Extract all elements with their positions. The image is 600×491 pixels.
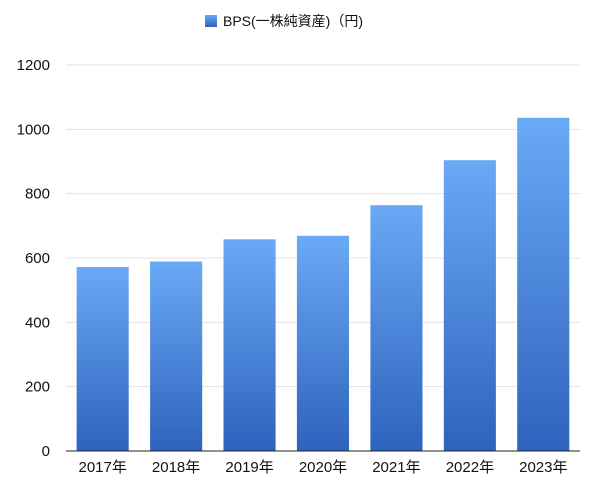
y-tick-label: 600 bbox=[25, 250, 50, 267]
bar-2017年 bbox=[76, 267, 129, 451]
bar-2023年 bbox=[517, 117, 570, 452]
x-tick-label: 2021年 bbox=[372, 459, 420, 476]
x-tick-label: 2018年 bbox=[152, 459, 200, 476]
bars bbox=[76, 117, 570, 452]
bar-2022年 bbox=[443, 160, 496, 451]
y-axis-ticks: 0 200 400 600 800 1000 1200 bbox=[17, 57, 50, 460]
x-tick-label: 2017年 bbox=[79, 459, 127, 476]
y-tick-label: 1200 bbox=[17, 57, 50, 74]
x-axis-ticks: 2017年 2018年 2019年 2020年 2021年 2022年 2023年 bbox=[79, 459, 568, 476]
bar-2019年 bbox=[223, 239, 276, 451]
bar-2018年 bbox=[150, 261, 203, 451]
y-tick-label: 400 bbox=[25, 314, 50, 331]
legend: BPS(一株純資産)（円) bbox=[205, 13, 363, 29]
x-tick-label: 2022年 bbox=[446, 459, 494, 476]
bar-2021年 bbox=[370, 205, 423, 451]
x-tick-label: 2020年 bbox=[299, 459, 347, 476]
legend-label: BPS(一株純資産)（円) bbox=[223, 13, 363, 29]
y-tick-label: 800 bbox=[25, 186, 50, 203]
x-tick-label: 2023年 bbox=[519, 459, 567, 476]
bar-2020年 bbox=[296, 235, 349, 451]
y-tick-label: 1000 bbox=[17, 121, 50, 138]
legend-swatch bbox=[205, 15, 217, 27]
y-tick-label: 0 bbox=[42, 443, 50, 460]
y-tick-label: 200 bbox=[25, 379, 50, 396]
x-tick-label: 2019年 bbox=[225, 459, 273, 476]
